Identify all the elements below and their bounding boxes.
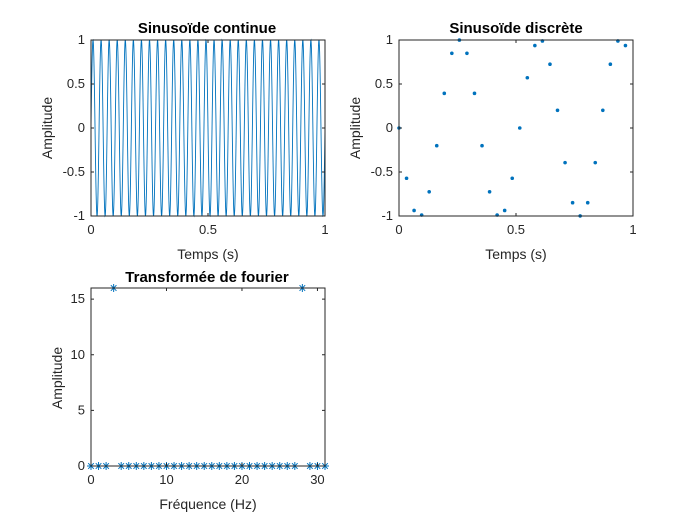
x-tick-label: 0 (87, 222, 94, 237)
subplot-fourier-transform: Transformée de fourier 0 10 20 30 0 5 10 15 Fré… (49, 269, 329, 512)
chart-title: Sinusoïde continue (138, 20, 276, 37)
data-point (450, 51, 454, 56)
data-point (570, 200, 575, 205)
x-tick-label: 0 (87, 472, 94, 487)
x-axis-label: Fréquence (Hz) (159, 496, 256, 512)
data-point (487, 190, 492, 194)
y-tick-label: 0.5 (67, 76, 85, 91)
data-point (480, 143, 484, 148)
data-point (434, 143, 439, 148)
x-axis-label: Temps (s) (177, 246, 238, 262)
data-point (472, 91, 477, 96)
data-point (555, 108, 560, 113)
subplot-continuous-sinusoid: Sinusoïde continue 0 0.5 1 -1 -0.5 0 0.5 1 Temp… (39, 20, 329, 262)
plot-frame (90, 39, 326, 217)
y-tick-label: -1 (73, 208, 85, 223)
data-point (593, 160, 598, 165)
y-axis-label: Amplitude (347, 97, 363, 159)
data-point (533, 43, 537, 48)
data-point (404, 176, 409, 181)
y-tick-label: -0.5 (371, 164, 393, 179)
data-point (601, 108, 605, 113)
plot-area (87, 284, 329, 470)
y-tick-label: 1 (386, 32, 393, 47)
data-point (465, 51, 469, 56)
x-tick-label: 1 (629, 222, 636, 237)
subplot-discrete-sinusoid: Sinusoïde discrète 0 0.5 1 -1 -0.5 0 0.5 1 Temp… (347, 20, 637, 262)
data-point (623, 43, 628, 48)
y-tick-label: -1 (381, 208, 393, 223)
y-tick-label: 15 (71, 291, 85, 306)
x-tick-label: 20 (235, 472, 249, 487)
data-point (510, 176, 515, 181)
data-point (608, 62, 613, 66)
x-tick-label: 0.5 (199, 222, 217, 237)
tick-group: 0 0.5 1 -1 -0.5 0 0.5 1 (63, 32, 329, 237)
tick-group: 0 10 20 30 0 5 10 15 (71, 288, 325, 487)
chart-title: Transformée de fourier (125, 269, 289, 286)
plot-area (91, 38, 325, 218)
data-point (427, 190, 431, 194)
x-tick-label: 0.5 (507, 222, 525, 237)
data-point (502, 208, 507, 213)
tick-group: 0 0.5 1 -1 -0.5 0 0.5 1 (371, 32, 637, 237)
y-axis-label: Amplitude (49, 347, 65, 409)
data-point (563, 160, 567, 165)
series-line (91, 38, 325, 218)
y-tick-label: 0 (386, 120, 393, 135)
y-tick-label: 0 (78, 458, 85, 473)
data-point (585, 200, 590, 205)
x-tick-label: 10 (159, 472, 173, 487)
y-tick-label: 0 (78, 120, 85, 135)
data-point (442, 91, 447, 96)
chart-title: Sinusoïde discrète (449, 20, 582, 37)
y-tick-label: 10 (71, 347, 85, 362)
y-axis-label: Amplitude (39, 97, 55, 159)
data-point (517, 126, 522, 130)
data-point (412, 208, 416, 213)
plot-frame (90, 287, 326, 467)
y-tick-label: -0.5 (63, 164, 85, 179)
x-tick-label: 1 (321, 222, 328, 237)
y-tick-label: 0.5 (375, 76, 393, 91)
x-tick-label: 0 (395, 222, 402, 237)
data-point (548, 62, 552, 66)
plot-frame (398, 39, 634, 217)
y-tick-label: 1 (78, 32, 85, 47)
data-point (525, 75, 530, 80)
x-axis-label: Temps (s) (485, 246, 546, 262)
y-tick-label: 5 (78, 402, 85, 417)
x-tick-label: 30 (310, 472, 324, 487)
plot-area (397, 38, 628, 218)
